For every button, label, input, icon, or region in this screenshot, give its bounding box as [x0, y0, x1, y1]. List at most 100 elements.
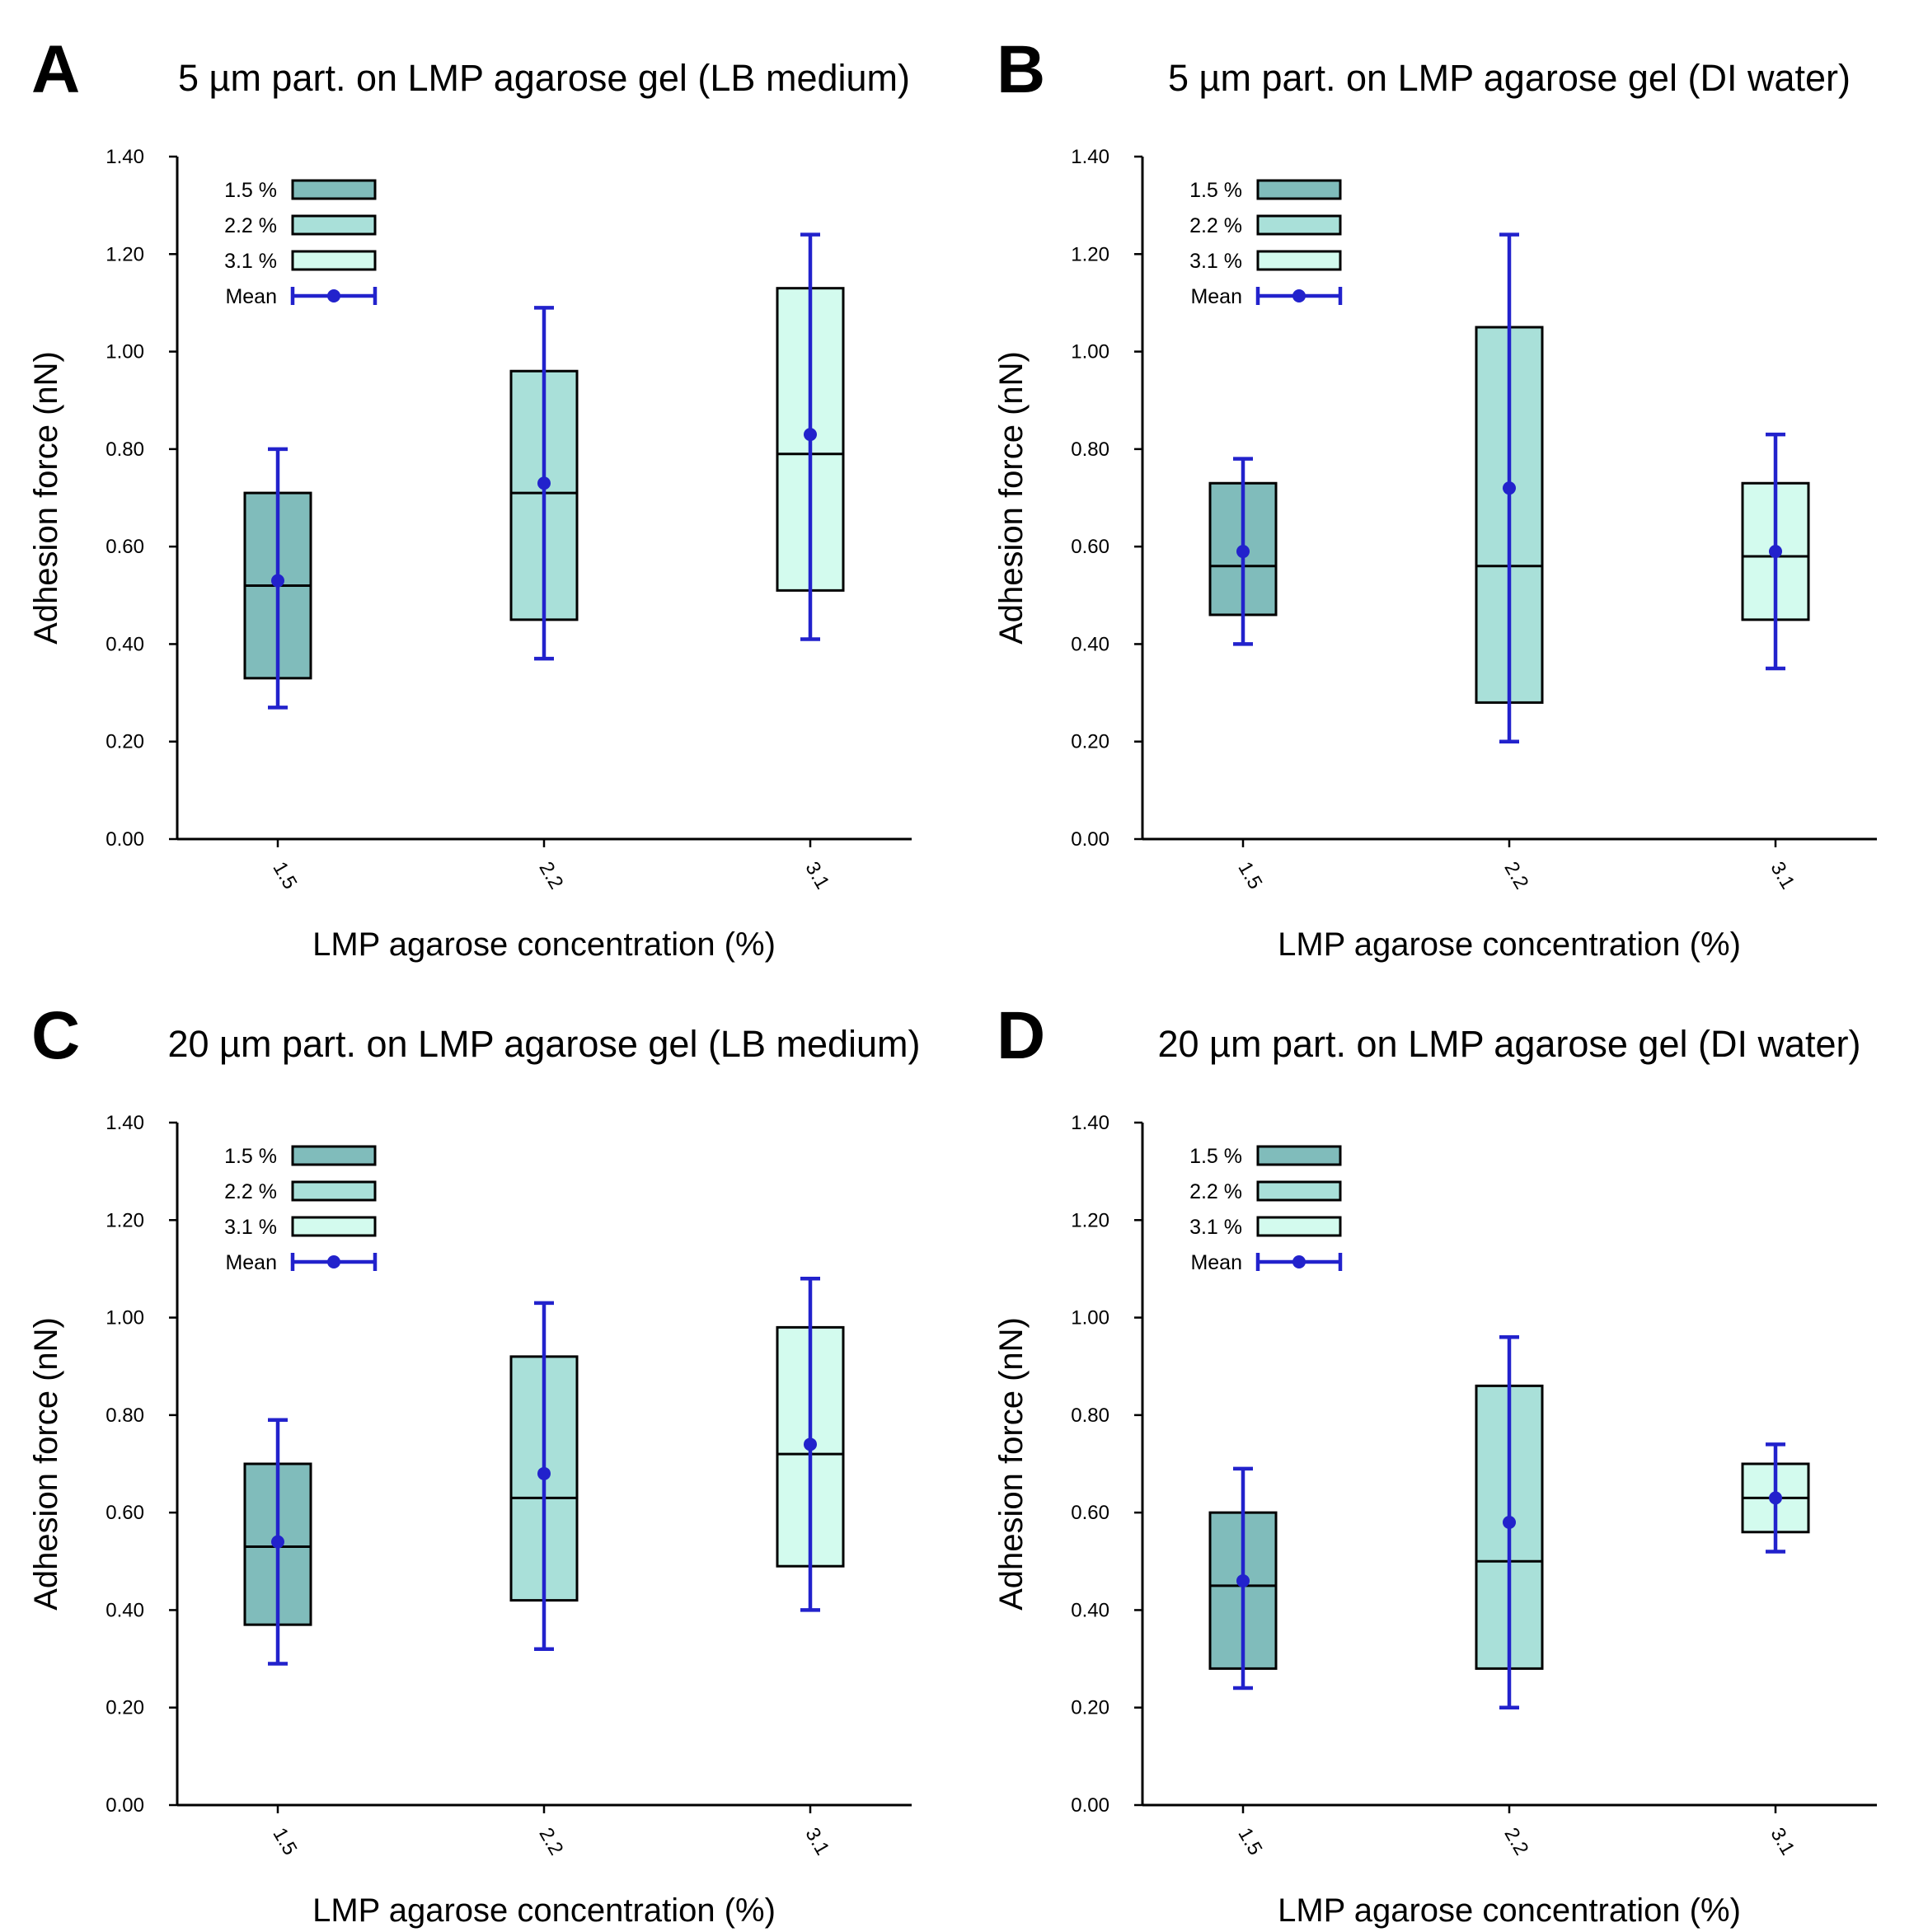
legend-swatch — [1256, 214, 1342, 236]
panel-letter: C — [31, 998, 80, 1073]
y-tick-label: 1.00 — [106, 1307, 144, 1329]
legend-swatch — [1256, 1216, 1342, 1237]
x-tick-label: 2.2 — [1499, 1824, 1532, 1859]
legend-label: 3.1 % — [1189, 1216, 1242, 1239]
legend-swatch — [291, 1145, 377, 1166]
legend-label: 3.1 % — [224, 250, 277, 273]
x-tick-label: 2.2 — [1499, 858, 1532, 893]
legend-mean-point — [1292, 1255, 1306, 1268]
legend-mean-point — [1292, 289, 1306, 302]
legend-swatch — [291, 1216, 377, 1237]
x-axis-title: LMP agarose concentration (%) — [312, 926, 776, 963]
y-tick-label: 0.00 — [106, 1794, 144, 1817]
y-tick-label: 0.20 — [1071, 731, 1109, 753]
mean-point — [271, 574, 284, 588]
y-tick-label: 0.00 — [106, 828, 144, 851]
legend-label: 2.2 % — [1189, 214, 1242, 237]
legend-swatch — [291, 250, 377, 271]
x-axis-title: LMP agarose concentration (%) — [1278, 926, 1741, 963]
legend-label: 3.1 % — [224, 1216, 277, 1239]
y-tick-label: 1.40 — [106, 146, 144, 168]
legend-label: Mean — [1190, 285, 1242, 308]
x-tick-label: 1.5 — [1233, 1824, 1266, 1859]
mean-point — [1769, 1491, 1782, 1505]
x-tick-label: 3.1 — [800, 1824, 833, 1859]
x-tick-label: 3.1 — [1766, 1824, 1799, 1859]
y-axis-title: Adhesion force (nN) — [993, 351, 1030, 645]
x-tick-label: 1.5 — [268, 1824, 301, 1859]
legend-label: 2.2 % — [224, 1180, 277, 1203]
x-tick-label: 3.1 — [1766, 858, 1799, 893]
y-axis-title: Adhesion force (nN) — [28, 351, 64, 645]
y-tick-label: 0.00 — [1071, 1794, 1109, 1817]
y-tick-label: 1.40 — [106, 1112, 144, 1134]
y-tick-label: 0.60 — [106, 536, 144, 558]
legend-swatch — [291, 214, 377, 236]
legend-swatch — [1256, 1180, 1342, 1202]
legend-swatch — [1256, 179, 1342, 200]
y-tick-label: 0.80 — [106, 1404, 144, 1427]
mean-point — [804, 428, 817, 442]
legend-swatch — [291, 179, 377, 200]
y-tick-label: 1.00 — [1071, 1307, 1109, 1329]
y-tick-label: 0.40 — [1071, 1599, 1109, 1621]
mean-point — [1503, 1515, 1516, 1529]
y-tick-label: 0.80 — [106, 438, 144, 461]
x-tick-label: 1.5 — [268, 858, 301, 893]
legend-label: Mean — [225, 285, 277, 308]
panel-letter: B — [997, 32, 1045, 107]
panel-b: B 5 µm part. on LMP agarose gel (DI water… — [993, 32, 1877, 963]
panel-letter: A — [31, 32, 80, 107]
y-tick-label: 1.40 — [1071, 1112, 1109, 1134]
y-tick-label: 0.20 — [106, 731, 144, 753]
panel-a: A 5 µm part. on LMP agarose gel (LB mediu… — [28, 32, 912, 963]
legend-swatch — [1256, 1145, 1342, 1166]
mean-point — [1503, 481, 1516, 495]
legend-label: 2.2 % — [1189, 1180, 1242, 1203]
y-tick-label: 0.40 — [106, 1599, 144, 1621]
y-tick-label: 1.20 — [106, 243, 144, 265]
x-axis-title: LMP agarose concentration (%) — [1278, 1892, 1741, 1929]
legend-label: 1.5 % — [224, 1145, 277, 1168]
y-tick-label: 1.20 — [106, 1209, 144, 1231]
y-tick-label: 0.60 — [1071, 1502, 1109, 1524]
y-tick-label: 1.40 — [1071, 146, 1109, 168]
mean-point — [1236, 545, 1250, 559]
panel-title: 5 µm part. on LMP agarose gel (LB medium… — [178, 57, 910, 99]
legend-label: Mean — [1190, 1251, 1242, 1274]
legend-label: 1.5 % — [1189, 179, 1242, 202]
mean-point — [537, 1466, 551, 1480]
legend-mean-point — [327, 289, 340, 302]
mean-point — [537, 476, 551, 490]
x-tick-label: 3.1 — [800, 858, 833, 893]
mean-point — [271, 1535, 284, 1549]
x-axis-title: LMP agarose concentration (%) — [312, 1892, 776, 1929]
y-tick-label: 0.00 — [1071, 828, 1109, 851]
panel-d: D 20 µm part. on LMP agarose gel (DI wate… — [993, 998, 1877, 1929]
legend-label: 1.5 % — [224, 179, 277, 202]
panel-letter: D — [997, 998, 1045, 1073]
y-tick-label: 0.20 — [1071, 1697, 1109, 1719]
legend-label: Mean — [225, 1251, 277, 1274]
legend-swatch — [291, 1180, 377, 1202]
legend-label: 3.1 % — [1189, 250, 1242, 273]
x-tick-label: 2.2 — [534, 858, 567, 893]
legend-swatch — [1256, 250, 1342, 271]
y-tick-label: 0.40 — [1071, 633, 1109, 655]
legend-label: 2.2 % — [224, 214, 277, 237]
y-tick-label: 0.60 — [1071, 536, 1109, 558]
y-axis-title: Adhesion force (nN) — [28, 1317, 64, 1611]
panel-c: C 20 µm part. on LMP agarose gel (LB medi… — [28, 998, 921, 1929]
mean-point — [804, 1437, 817, 1451]
y-tick-label: 0.40 — [106, 633, 144, 655]
mean-point — [1236, 1573, 1250, 1587]
mean-point — [1769, 545, 1782, 559]
x-tick-label: 1.5 — [1233, 858, 1266, 893]
y-tick-label: 1.00 — [106, 341, 144, 363]
x-tick-label: 2.2 — [534, 1824, 567, 1859]
y-tick-label: 0.60 — [106, 1502, 144, 1524]
y-tick-label: 0.20 — [106, 1697, 144, 1719]
legend-label: 1.5 % — [1189, 1145, 1242, 1168]
y-tick-label: 1.00 — [1071, 341, 1109, 363]
